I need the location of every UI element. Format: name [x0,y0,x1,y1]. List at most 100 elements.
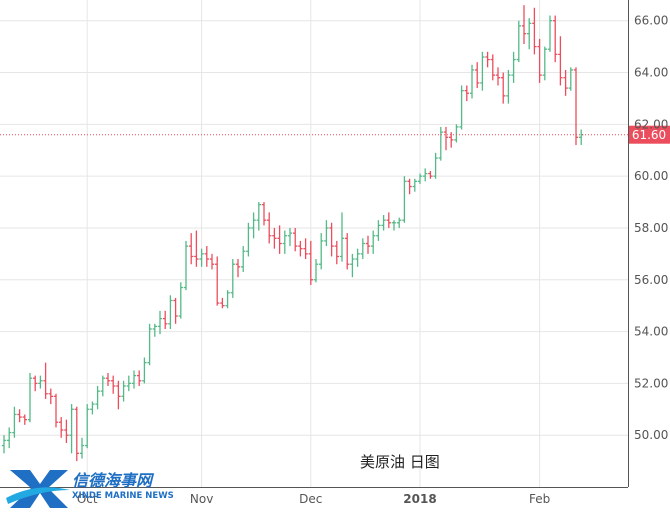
ohlc-bar [521,5,527,45]
ohlc-bar [168,295,173,329]
last-price-marker: 61.60 [0,125,670,144]
ohlc-bar [516,20,521,63]
y-tick-label: 56.00 [634,273,668,287]
ohlc-bar [147,323,152,366]
ohlc-bar [558,36,563,86]
ohlc-bar [542,46,547,81]
ohlc-bar [402,176,407,223]
ohlc-bar [27,373,33,423]
ohlc-bar [235,259,241,278]
ohlc-bar [17,409,22,423]
ohlc-bar [350,253,355,278]
ohlc-bar [111,375,116,394]
ohlc-bar [495,67,501,86]
ohlc-bar [53,393,59,428]
ohlc-bar [79,437,85,459]
ohlc-bar [38,375,43,389]
y-tick-label: 64.00 [634,66,668,80]
ohlc-bar [532,7,537,55]
ohlc-bar [157,310,163,335]
ohlc-bar [386,212,391,228]
ohlc-bar [152,323,157,337]
ohlc-bar [116,380,121,410]
ohlc-bar [428,170,433,179]
ohlc-bar [298,240,303,257]
ohlc-bar [381,215,386,231]
y-tick-label: 60.00 [634,169,668,183]
ohlc-bar [459,85,464,130]
ohlc-bar [137,370,142,386]
y-tick-label: 54.00 [634,325,668,339]
ohlc-bar [449,132,454,148]
ohlc-bar [511,51,516,83]
ohlc-bar [485,51,490,68]
ohlc-bar [313,259,319,283]
ohlc-bar [261,202,267,226]
ohlc-bar [178,282,183,319]
ohlc-bar [1,435,7,454]
y-tick-label: 50.00 [634,428,668,442]
x-tick-label: Dec [299,492,322,506]
ohlc-bar [121,380,126,402]
ohlc-bar [220,297,225,309]
ohlc-bar [74,406,79,462]
grid [0,0,628,487]
ohlc-bar [355,248,360,267]
ohlc-bar [334,240,339,265]
ohlc-bar [85,404,90,449]
ohlc-bar [308,240,313,285]
ohlc-bar [95,385,100,410]
chart-annotation: 美原油 日图 [360,453,440,471]
ohlc-bar [579,129,584,146]
ohlc-bar [397,217,402,228]
ohlc-bar [303,238,308,260]
ohlc-bar [194,230,199,267]
ohlc-bar [204,246,209,267]
ohlc-bar [163,310,168,329]
ohlc-bar [454,124,459,143]
ohlc-bar [230,259,235,298]
y-tick-label: 58.00 [634,221,668,235]
ohlc-bar [43,362,48,399]
x-tick-label: Oct [77,492,98,506]
ohlc-bar [319,233,324,270]
ohlc-bar [501,72,506,104]
ohlc-bar [173,297,178,324]
watermark-english: XINDE MARINE NEWS [72,491,174,501]
ohlc-bar [241,246,246,272]
ohlc-bar [48,388,53,405]
ohlc-bar [339,212,345,262]
ohlc-bar [33,375,38,392]
ohlc-bar [371,230,376,254]
ohlc-bar [90,401,95,415]
ohlc-bar [277,225,282,254]
last-price-label: 61.60 [632,128,666,142]
ohlc-bar [573,67,579,146]
ohlc-bar [563,69,568,96]
ohlc-bar [412,178,417,192]
ohlc-bar [527,18,532,50]
ohlc-bar [537,38,542,83]
ohlc-bar [215,256,220,306]
watermark-logo: 信德海事网 XINDE MARINE NEWS [6,470,174,508]
ohlc-bar [293,227,298,252]
ohlc-bar [438,126,443,161]
ohlc-bar [282,230,287,254]
ohlc-bar [267,212,272,244]
ohlc-bar [475,62,480,89]
ohlc-bar [469,64,475,99]
ohlc-bar [7,427,12,449]
ohlc-bar [417,173,423,184]
ohlc-bar [59,417,64,438]
ohlc-bar [365,235,371,254]
ohlc-bar [199,248,204,267]
logo-swoosh [6,487,70,504]
ohlc-bar [480,51,485,91]
ohlc-bar [464,85,469,102]
ohlc-bar [126,375,131,392]
ohlc-bar [423,168,428,182]
ohlc-bar [490,54,495,81]
